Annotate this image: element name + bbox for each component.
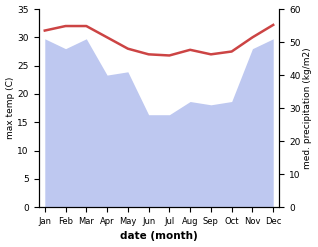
Y-axis label: max temp (C): max temp (C) xyxy=(5,77,15,139)
Y-axis label: med. precipitation (kg/m2): med. precipitation (kg/m2) xyxy=(303,47,313,169)
X-axis label: date (month): date (month) xyxy=(120,231,198,242)
